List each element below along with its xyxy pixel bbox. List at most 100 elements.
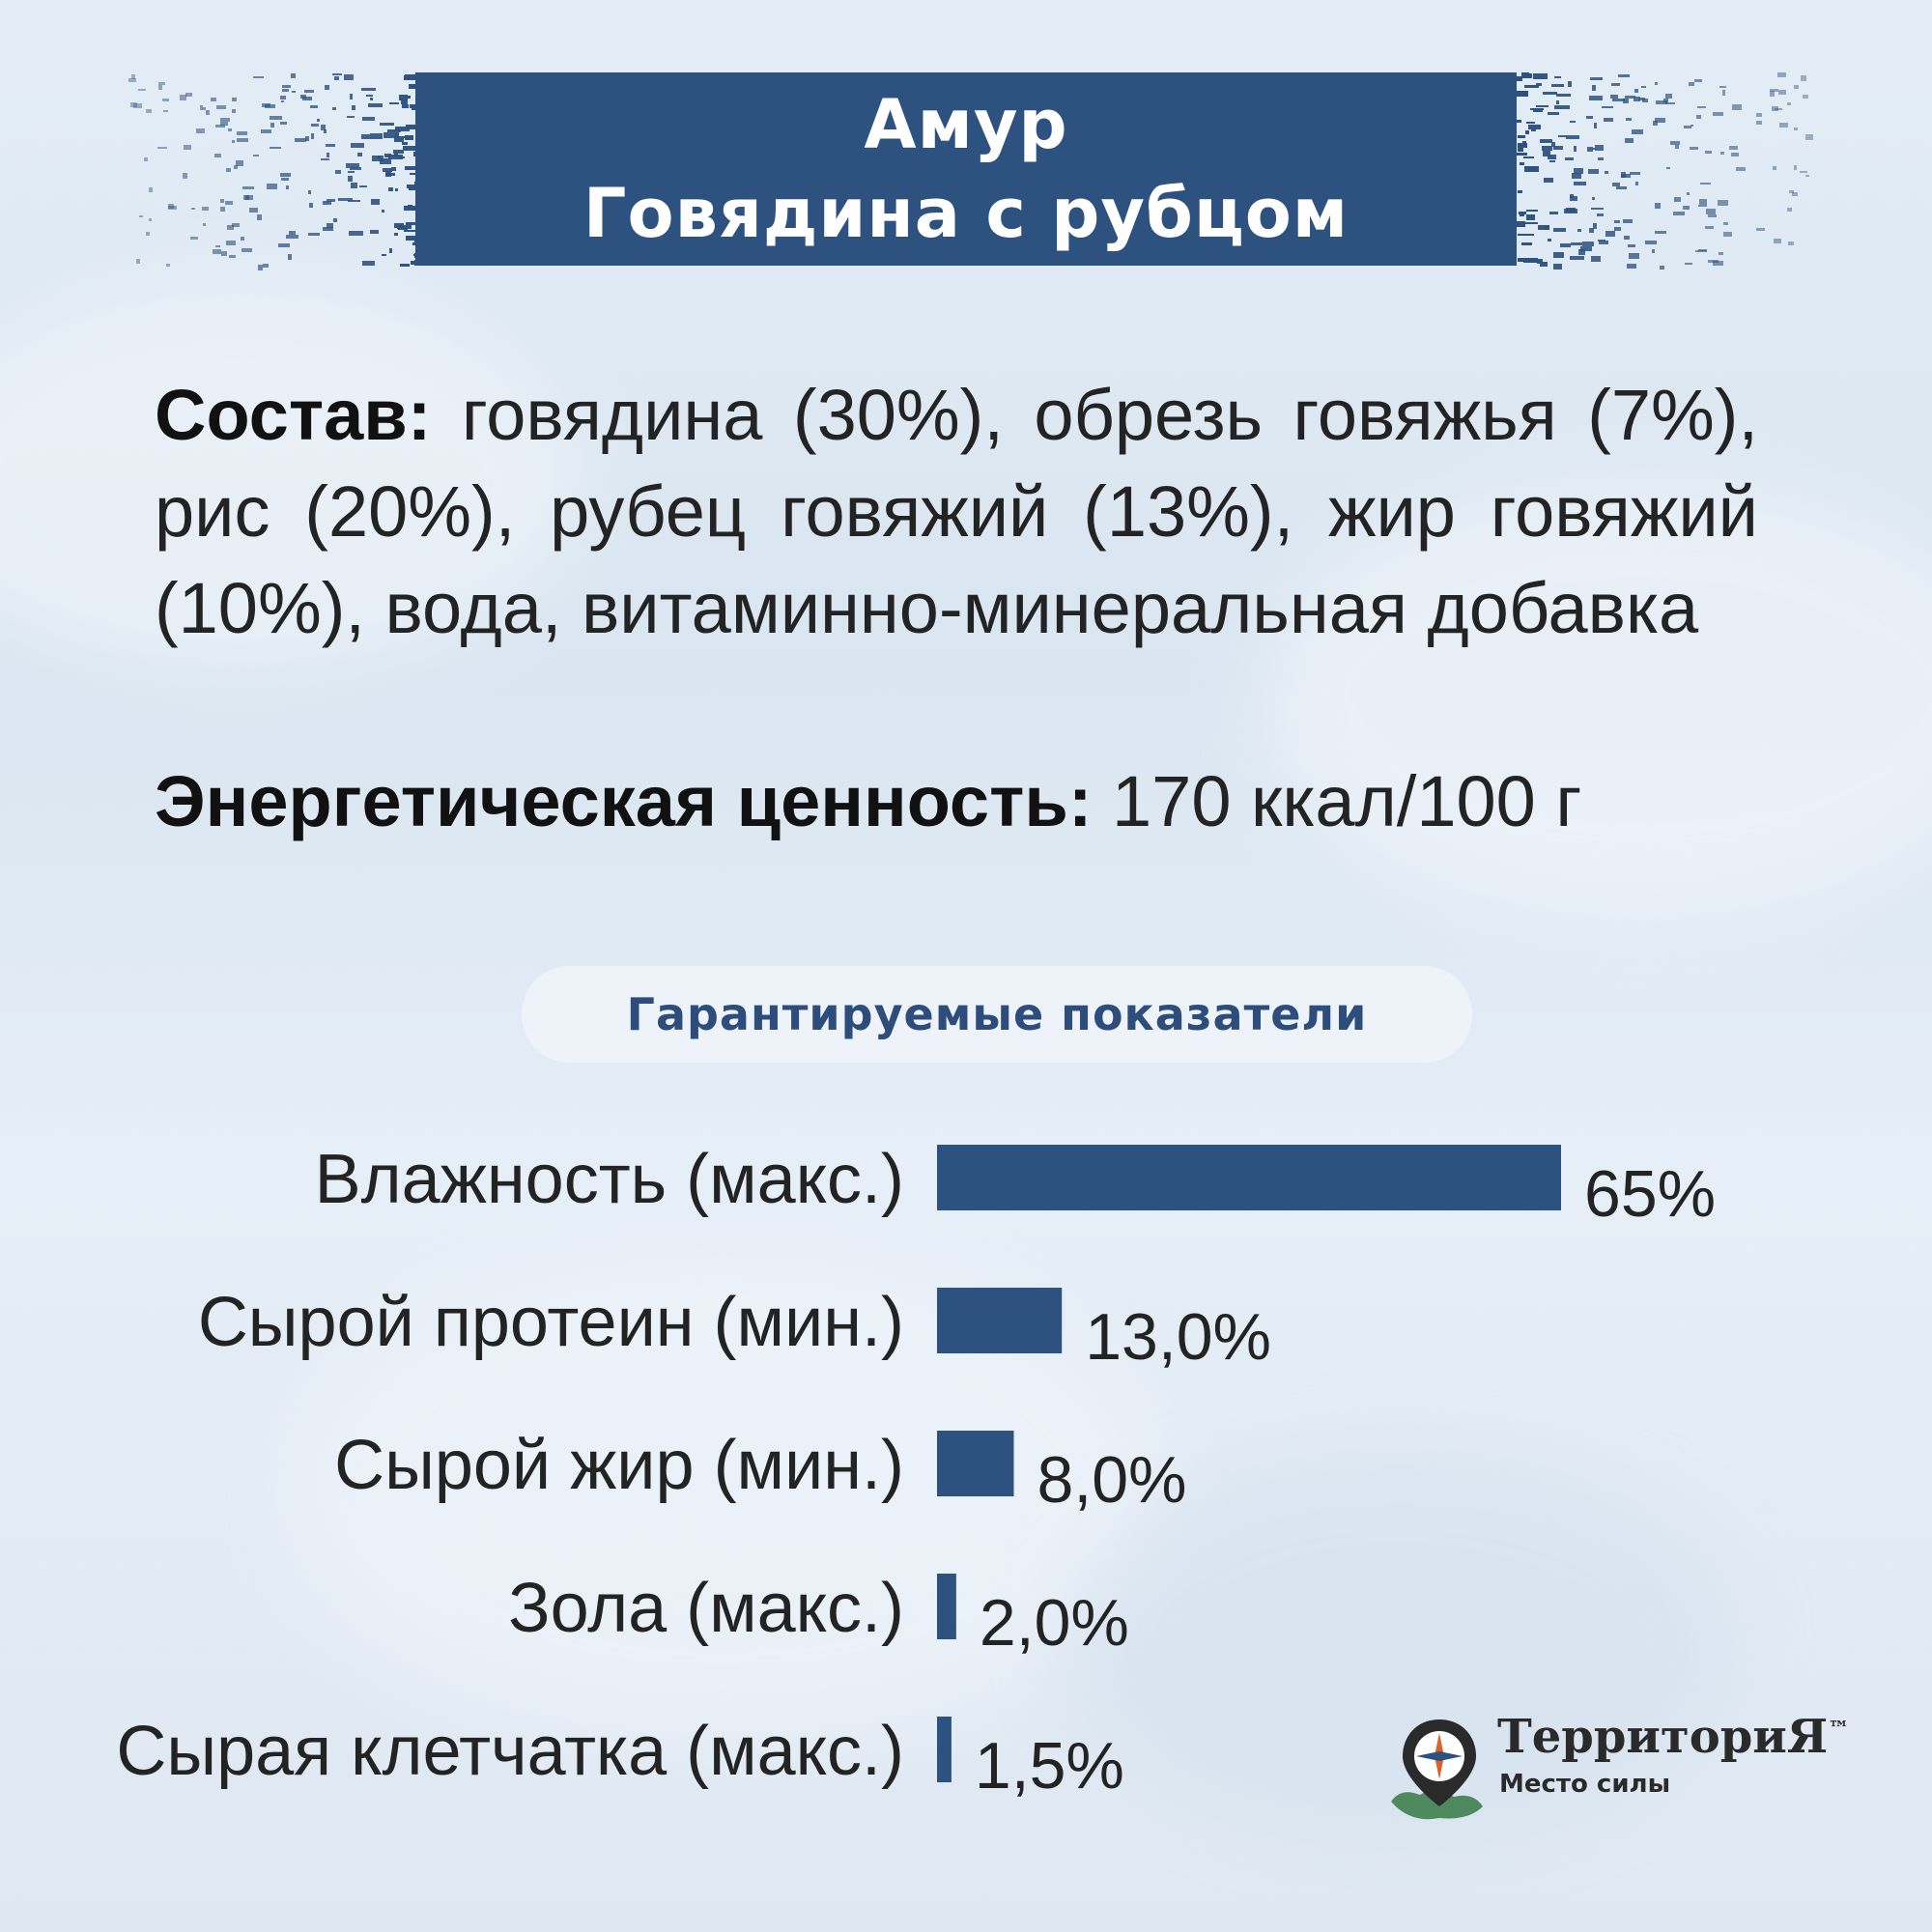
banner-speck (1519, 161, 1524, 166)
banner-speck (1518, 147, 1523, 153)
banner-speck (1617, 74, 1630, 78)
banner-speck (1655, 118, 1665, 124)
banner-speck (350, 93, 354, 99)
banner-speck (1773, 165, 1777, 170)
banner-speck (400, 99, 408, 104)
banner-speck (232, 108, 237, 113)
banner-speck (1684, 263, 1692, 266)
banner-speck (1620, 171, 1627, 178)
banner-speck (149, 187, 154, 192)
banner-speck (1533, 108, 1544, 112)
banner-speck (349, 166, 362, 170)
banner-speck (1578, 249, 1585, 255)
banner-speck (1593, 123, 1597, 128)
banner-speck (366, 94, 374, 97)
banner-speck (401, 104, 409, 109)
banner-speck (213, 248, 222, 254)
banner-speck (1577, 229, 1582, 232)
banner-speck (257, 264, 264, 270)
banner-speck (281, 84, 292, 89)
banner-speck (1540, 139, 1552, 144)
banner-speck (1674, 145, 1679, 149)
banner-speck (1756, 113, 1762, 117)
banner-speck (219, 122, 229, 126)
banner-speck (372, 156, 384, 162)
banner-speck (167, 203, 174, 210)
banner-speck (1683, 205, 1690, 210)
banner-speck (404, 74, 418, 79)
banner-background (415, 72, 1517, 266)
banner-speck (384, 153, 392, 158)
composition-block: Состав: говядина (30%), обрезь говяжья (… (155, 367, 1758, 657)
banner-speck (1525, 121, 1536, 125)
banner-speck (215, 105, 226, 110)
banner-speck (1686, 191, 1690, 195)
banner-speck (129, 101, 138, 107)
banner-speck (1697, 105, 1707, 108)
banner-speck (206, 109, 210, 115)
banner-speck (350, 142, 365, 148)
banner-speck (1799, 170, 1807, 174)
banner-speck (1570, 255, 1584, 261)
banner-speck (396, 224, 412, 230)
banner-speck (1547, 239, 1551, 242)
value-label: 65% (1584, 1157, 1716, 1231)
banner-speck (1622, 98, 1630, 103)
banner-speck (1543, 92, 1557, 96)
banner-speck (242, 185, 254, 189)
banner-speck (1591, 197, 1596, 200)
banner-speck (1637, 98, 1645, 101)
banner-speck (1699, 183, 1711, 185)
banner-speck (316, 119, 321, 122)
banner-speck (1735, 167, 1746, 172)
banner-speck (220, 250, 228, 257)
banner-speck (1626, 263, 1636, 270)
banner-speck (387, 129, 401, 132)
banner-speck (277, 243, 291, 247)
banner-speck (399, 263, 410, 268)
banner-speck (1804, 134, 1813, 140)
banner-speck (409, 185, 416, 190)
banner-speck (1651, 249, 1656, 253)
banner-speck (1533, 72, 1548, 79)
banner-speck (369, 132, 384, 139)
banner-speck (331, 107, 336, 111)
banner-speck (1615, 185, 1628, 189)
banner-speck (1544, 177, 1553, 183)
banner-speck (1787, 207, 1792, 212)
banner-speck (227, 224, 235, 231)
banner-speck (1569, 120, 1576, 123)
banner-speck (279, 121, 288, 125)
banner-speck (1527, 125, 1542, 130)
banner-speck (1536, 83, 1542, 87)
banner-speck (136, 258, 140, 265)
banner-speck (1654, 202, 1662, 209)
banner-speck (231, 97, 237, 102)
banner-speck (308, 203, 313, 209)
banner-speck (237, 137, 248, 143)
banner-speck (402, 145, 418, 151)
banner-speck (256, 214, 263, 221)
banner-speck (404, 135, 414, 141)
banner-speck (270, 115, 283, 120)
energy-label: Энергетическая ценность: (155, 761, 1093, 841)
banner-speck (288, 230, 296, 236)
banner-speck (1573, 145, 1577, 152)
banner-speck (1567, 81, 1573, 87)
banner-speck (384, 132, 399, 139)
banner-speck (382, 168, 392, 173)
banner-speck (414, 194, 422, 200)
banner-speck (1518, 257, 1532, 262)
banner-speck (1524, 221, 1539, 225)
energy-value: 170 ккал/100 г (1112, 761, 1582, 841)
banner-speck (1719, 252, 1724, 256)
banner-speck (200, 106, 206, 111)
banner-speck (401, 142, 409, 146)
category-label: Сырая клетчатка (макс.) (116, 1713, 904, 1790)
banner-speck (333, 75, 340, 80)
banner-speck (370, 230, 380, 235)
banner-speck (1731, 152, 1740, 157)
banner-speck (326, 152, 329, 157)
banner-speck (1613, 219, 1621, 223)
banner-speck (225, 240, 237, 245)
